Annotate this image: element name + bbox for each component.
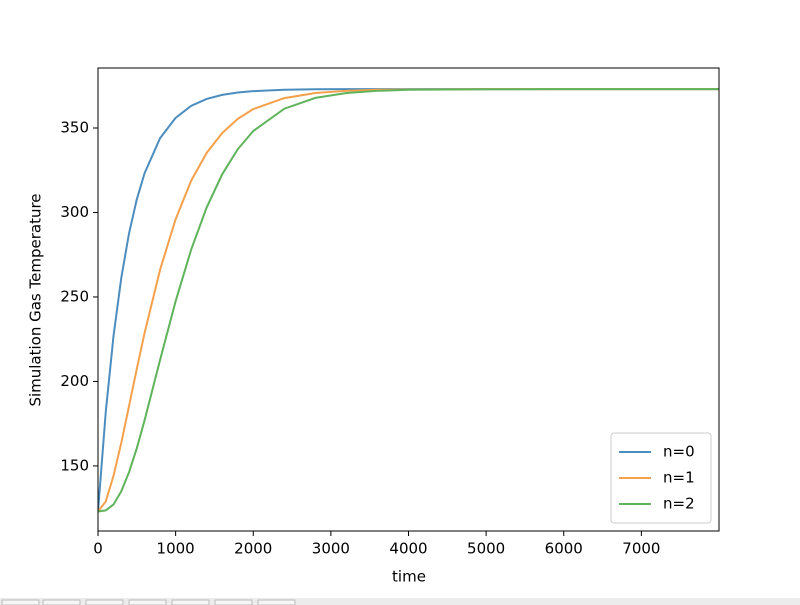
y-axis-label: Simulation Gas Temperature xyxy=(27,193,45,406)
toolbar xyxy=(0,598,800,605)
x-tick-label: 7000 xyxy=(622,540,660,558)
y-tick-label: 300 xyxy=(60,203,89,221)
toolbar-button[interactable] xyxy=(128,599,167,605)
x-tick-label: 0 xyxy=(93,540,103,558)
x-tick-label: 2000 xyxy=(234,540,272,558)
x-tick-label: 5000 xyxy=(467,540,505,558)
y-tick-label: 200 xyxy=(60,372,89,390)
toolbar-button[interactable] xyxy=(42,599,81,605)
x-tick-label: 1000 xyxy=(157,540,195,558)
legend-label: n=2 xyxy=(663,495,695,513)
toolbar-strip xyxy=(0,598,800,605)
legend-label: n=1 xyxy=(663,469,695,487)
toolbar-button[interactable] xyxy=(1,599,40,605)
y-tick-label: 150 xyxy=(60,456,89,474)
toolbar-button[interactable] xyxy=(214,599,253,605)
y-tick-label: 350 xyxy=(60,118,89,136)
x-tick-label: 3000 xyxy=(312,540,350,558)
toolbar-button[interactable] xyxy=(257,599,296,605)
x-tick-label: 4000 xyxy=(389,540,427,558)
legend-label: n=0 xyxy=(663,443,695,461)
y-tick-label: 250 xyxy=(60,287,89,305)
plot-frame xyxy=(97,67,720,532)
toolbar-button[interactable] xyxy=(171,599,210,605)
x-tick-label: 6000 xyxy=(545,540,583,558)
legend-box xyxy=(610,432,712,524)
toolbar-button[interactable] xyxy=(85,599,124,605)
line xyxy=(98,88,719,513)
x-axis-label: time xyxy=(392,568,426,586)
